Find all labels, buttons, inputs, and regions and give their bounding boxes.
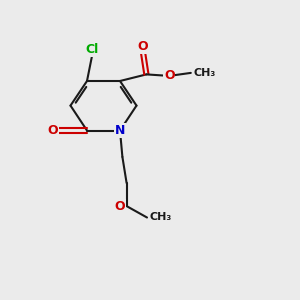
Text: N: N (115, 124, 125, 137)
Text: CH₃: CH₃ (194, 68, 216, 78)
Text: O: O (164, 69, 175, 82)
Text: CH₃: CH₃ (150, 212, 172, 223)
Text: O: O (47, 124, 58, 137)
Text: O: O (137, 40, 148, 53)
Text: Cl: Cl (86, 43, 99, 56)
Text: O: O (114, 200, 125, 213)
